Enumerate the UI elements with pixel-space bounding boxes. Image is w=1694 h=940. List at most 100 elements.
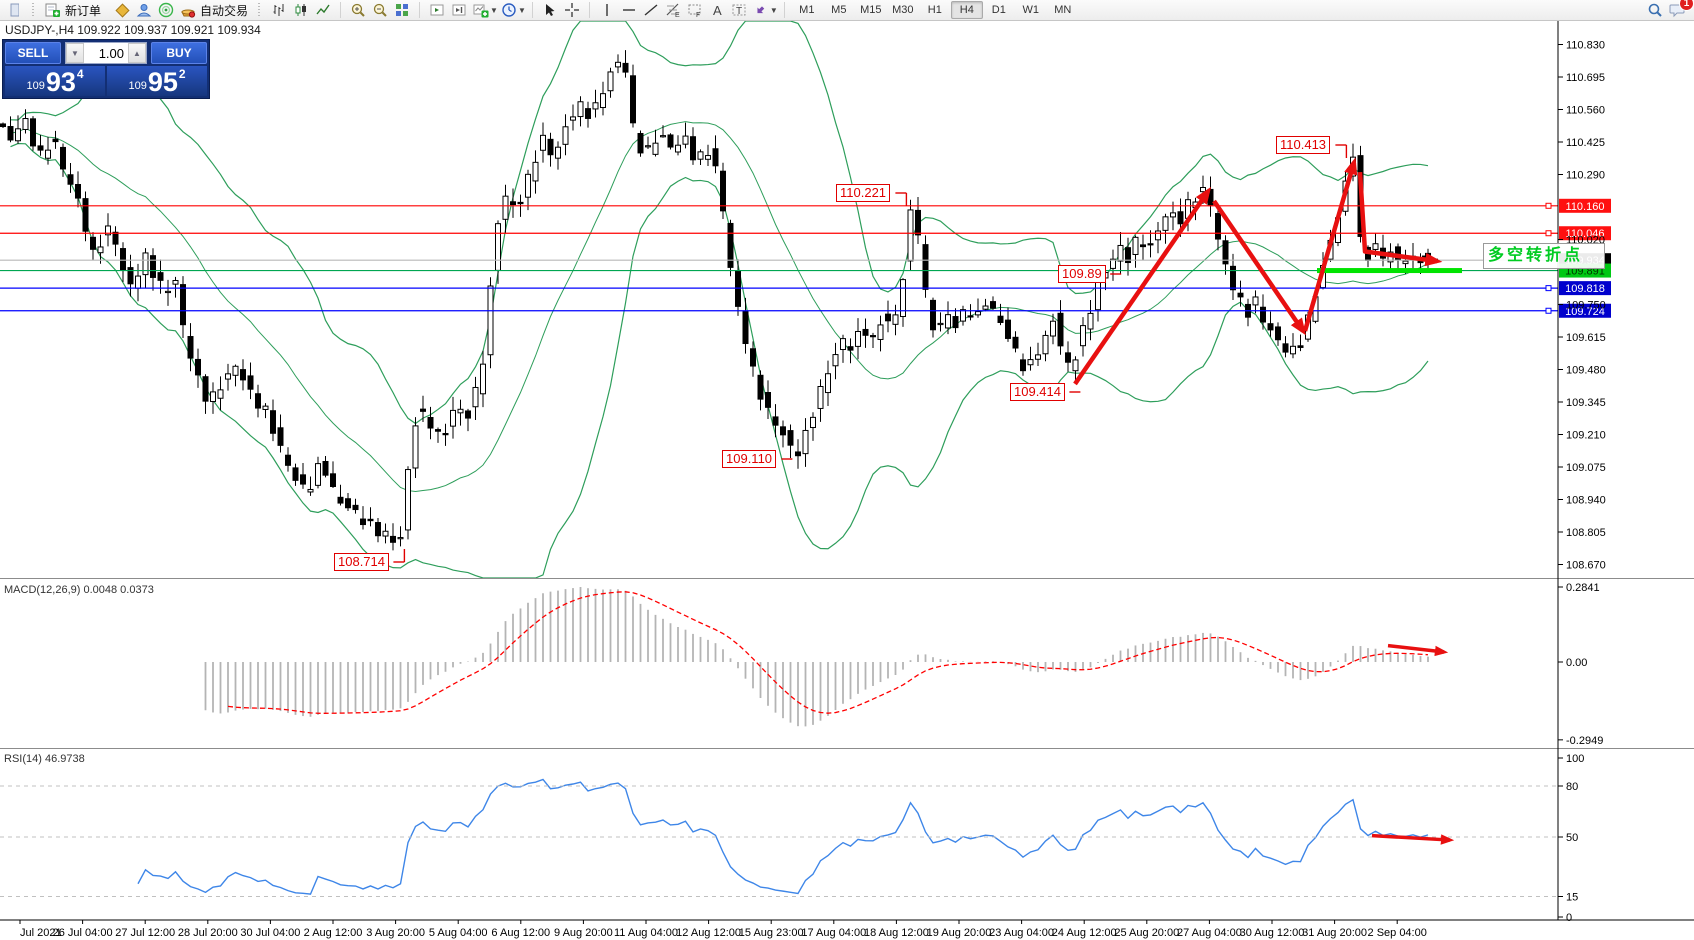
date-label: 5 Aug 04:00 [429, 927, 488, 939]
svg-text:80: 80 [1566, 781, 1578, 793]
timeframe-button-H1[interactable]: H1 [927, 4, 942, 16]
date-label: 17 Aug 04:00 [801, 927, 866, 939]
timeframe-button-D1[interactable]: D1 [991, 4, 1006, 16]
buy-price[interactable]: 109 95 2 [107, 66, 207, 96]
turning-point-label[interactable]: 多空转折点 [1483, 243, 1605, 269]
support-zone[interactable] [1317, 268, 1462, 274]
chat-badge: 1 [1679, 0, 1694, 11]
volume-decrease-button[interactable]: ▼ [66, 43, 84, 63]
svg-text:109.750: 109.750 [1566, 299, 1606, 311]
sell-button[interactable]: SELL [5, 42, 61, 64]
timeframe-button-M5[interactable]: M5 [831, 4, 847, 16]
buy-button[interactable]: BUY [151, 42, 207, 64]
volume-increase-button[interactable]: ▲ [128, 43, 146, 63]
new-order-label[interactable]: 新订单 [65, 3, 102, 18]
date-label: 18 Aug 12:00 [864, 927, 929, 939]
auto-trading-label[interactable]: 自动交易 [200, 3, 249, 18]
date-label: 27 Aug 04:00 [1177, 927, 1242, 939]
price-annotation-109.89[interactable]: 109.89 [1058, 265, 1106, 283]
timeframe-button-H4[interactable]: H4 [950, 1, 983, 19]
zoom-in-icon[interactable] [347, 0, 369, 20]
profile-icon[interactable] [133, 0, 155, 20]
price-annotation-109.414[interactable]: 109.414 [1010, 383, 1065, 401]
volume-value[interactable]: 1.00 [98, 45, 124, 61]
period-clock-icon[interactable] [498, 0, 520, 20]
candlesticks [0, 50, 1431, 551]
svg-text:110.695: 110.695 [1566, 72, 1605, 84]
fibonacci-icon[interactable]: E [662, 0, 684, 20]
shapes-icon[interactable] [750, 0, 772, 20]
svg-text:110.425: 110.425 [1566, 137, 1605, 149]
new-order-icon[interactable] [42, 0, 64, 20]
trend-arrow[interactable] [1212, 199, 1307, 336]
date-label: 30 Aug 12:00 [1240, 927, 1305, 939]
chat-icon[interactable]: 1 [1666, 0, 1694, 20]
toolbar: 新订单 自动交易 [0, 0, 1694, 21]
signal-icon[interactable] [155, 0, 177, 20]
drawing-objects[interactable] [393, 144, 1462, 845]
date-label: 19 Aug 20:00 [927, 927, 992, 939]
sell-price-prefix: 109 [26, 80, 45, 92]
one-click-trading-panel: SELL ▼ 1.00 ▲ BUY 109 93 4 109 95 2 [2, 39, 210, 99]
price-tag [1559, 226, 1611, 241]
trendline-icon[interactable] [640, 0, 662, 20]
price-tag [1559, 303, 1611, 318]
date-label: 3 Aug 20:00 [366, 927, 425, 939]
auto-trading-icon[interactable] [177, 0, 199, 20]
svg-text:15: 15 [1566, 892, 1578, 904]
svg-text:0: 0 [1566, 912, 1572, 924]
axes: 110.830 110.695 110.560 110.425 110.290 110.0… [0, 19, 1694, 939]
add-indicator-icon[interactable] [470, 0, 492, 20]
text-icon[interactable]: A [706, 0, 728, 20]
crosshair-icon[interactable] [561, 0, 583, 20]
bar-chart-icon[interactable] [268, 0, 290, 20]
search-icon[interactable] [1644, 0, 1666, 20]
trend-arrow[interactable] [1302, 157, 1358, 332]
svg-text:109.818: 109.818 [1565, 283, 1605, 295]
shift-chart-icon[interactable] [426, 0, 448, 20]
trend-arrow[interactable] [1073, 186, 1212, 386]
timeframe-group: M1 M5 M15 M30 H1 H4 D1 W1 MN [788, 0, 1082, 20]
cursor-icon[interactable] [539, 0, 561, 20]
date-label: 31 Aug 20:00 [1302, 927, 1367, 939]
svg-text:108.940: 108.940 [1566, 494, 1606, 506]
date-label: 25 Aug 20:00 [1114, 927, 1179, 939]
timeframe-button-M15[interactable]: M15 [860, 4, 882, 16]
svg-text:109.724: 109.724 [1565, 306, 1605, 318]
timeframe-button-W1[interactable]: W1 [1022, 4, 1040, 16]
svg-text:110.160: 110.160 [1566, 201, 1605, 213]
date-label: 28 Jul 20:00 [178, 927, 238, 939]
period-caret[interactable]: ▼ [517, 5, 526, 15]
timeframe-button-M1[interactable]: M1 [799, 4, 815, 16]
timeframe-button-MN[interactable]: MN [1054, 4, 1072, 16]
rsi-arrow[interactable] [1371, 833, 1455, 845]
line-chart-icon[interactable] [312, 0, 334, 20]
tile-windows-icon[interactable] [391, 0, 413, 20]
price-annotation-109.110[interactable]: 109.110 [722, 450, 777, 468]
svg-text:108.805: 108.805 [1566, 527, 1606, 539]
price-annotation-110.413[interactable]: 110.413 [1276, 136, 1331, 154]
shapes-caret[interactable]: ▼ [769, 5, 778, 15]
sell-price[interactable]: 109 93 4 [5, 66, 105, 96]
horizontal-line-icon[interactable] [618, 0, 640, 20]
price-annotation-108.714[interactable]: 108.714 [334, 553, 389, 571]
trend-arrow[interactable] [1357, 171, 1443, 267]
candlestick-icon[interactable] [290, 0, 312, 20]
text-label-icon[interactable]: T [728, 0, 750, 20]
chart-window-icon[interactable] [3, 0, 25, 20]
svg-text:110.046: 110.046 [1566, 228, 1605, 240]
zoom-out-icon[interactable] [369, 0, 391, 20]
add-indicator-caret[interactable]: ▼ [490, 5, 498, 15]
date-label: 30 Jul 04:00 [240, 927, 300, 939]
price-annotation-110.221[interactable]: 110.221 [836, 184, 891, 202]
bollinger-bands [10, 20, 1429, 579]
macd-arrow[interactable] [1387, 643, 1449, 657]
channel-icon[interactable]: F [684, 0, 706, 20]
svg-text:A: A [713, 3, 722, 18]
vertical-line-icon[interactable] [596, 0, 618, 20]
gold-diamond-icon[interactable] [111, 0, 133, 20]
timeframe-button-M30[interactable]: M30 [892, 4, 914, 16]
shift-end-icon[interactable] [448, 0, 470, 20]
